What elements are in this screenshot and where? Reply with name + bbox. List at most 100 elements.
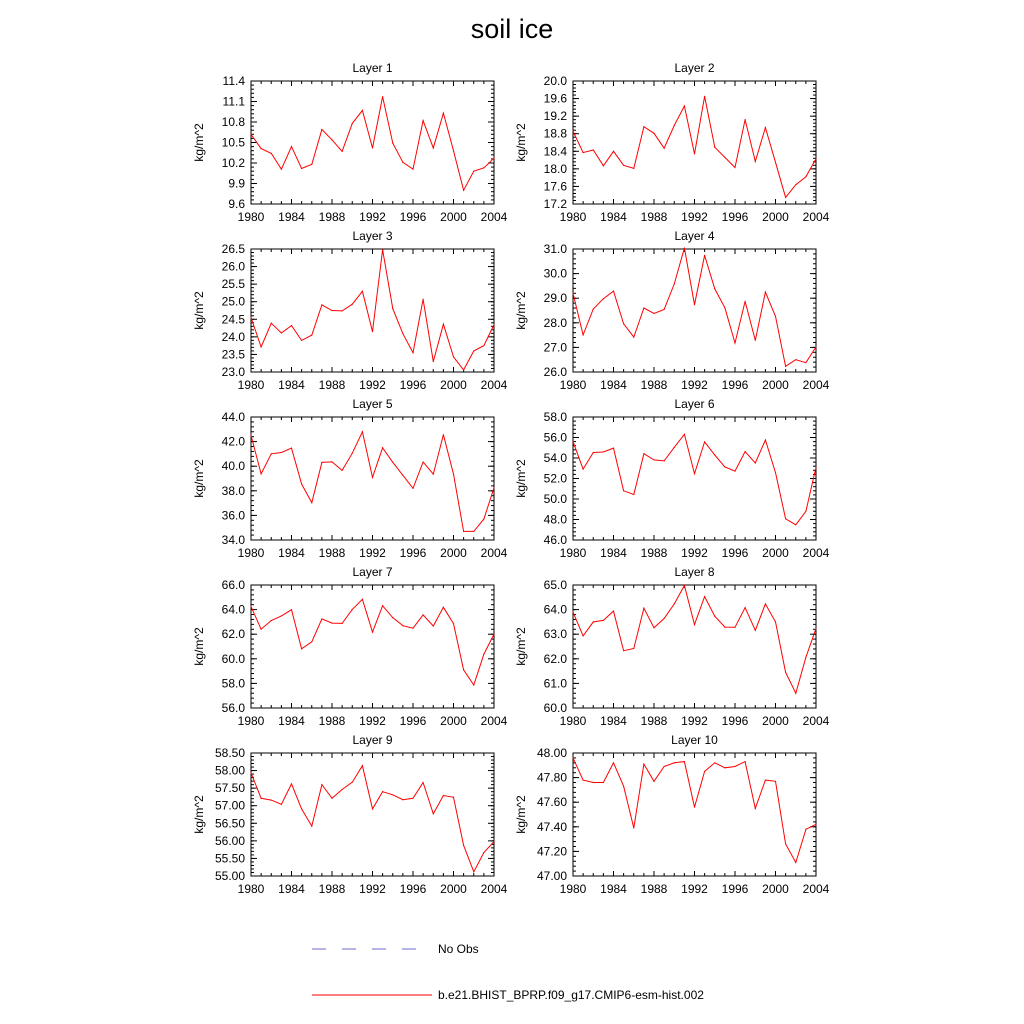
data-point [673,283,675,285]
data-point [331,309,333,312]
plot-frame [572,80,817,205]
data-point [612,290,615,292]
data-point [815,627,817,630]
data-point [754,160,756,162]
chart-panel-7: Layer 7 kg/m^2 1980 1984 1988 1992 1996 2000 200… [192,565,508,728]
data-point [602,619,604,622]
data-point [311,334,313,336]
data-point [693,153,696,155]
y-tick-label: 30.0 [544,267,568,281]
data-point [260,797,262,799]
data-point [623,323,625,325]
data-point [795,184,797,186]
data-point [351,122,353,124]
data-point [442,112,444,114]
x-tick-label: 2000 [762,882,789,896]
data-point [280,332,282,334]
y-tick-label: 56.00 [215,834,245,848]
data-point [704,441,706,443]
data-point [473,530,475,532]
x-tick-label: 1988 [641,546,668,560]
data-point [612,762,615,764]
data-point [463,189,465,191]
data-point [785,518,787,520]
data-point [392,461,394,463]
data-point [463,530,465,532]
data-point [392,308,394,310]
x-tick-label: 1984 [278,210,305,224]
x-tick-label: 1996 [722,210,749,224]
y-tick-label: 25.5 [222,277,246,291]
data-point [361,765,363,767]
y-tick-label: 60.0 [544,701,568,715]
data-point [412,168,414,170]
x-tick-label: 1992 [681,378,708,392]
data-point [592,308,594,310]
y-tick-label: 57.00 [215,799,245,813]
y-tick-label: 55.00 [215,869,245,883]
data-point [402,161,404,163]
data-point [612,610,615,612]
x-tick-label: 2004 [803,714,830,728]
data-point [704,770,706,773]
data-point [341,622,343,624]
y-tick-label: 9.6 [228,197,245,211]
data-point [724,466,726,468]
data-point [270,322,272,324]
y-tick-label: 54.0 [544,451,568,465]
x-tick-label: 1988 [641,378,668,392]
data-point [422,298,424,300]
panel-title: Layer 10 [671,733,718,747]
data-point [714,615,716,617]
y-tick-label: 26.0 [222,260,246,274]
x-tick-label: 1996 [722,378,749,392]
data-point [290,609,293,611]
data-point [673,124,675,126]
data-point [361,431,363,433]
data-point [612,447,615,449]
y-tick-label: 40.0 [222,459,246,473]
y-tick-label: 58.0 [544,410,568,424]
data-point [805,828,807,830]
data-point [602,781,604,784]
data-point [351,452,353,454]
x-tick-label: 1984 [278,378,305,392]
data-point [633,827,635,829]
y-tick-label: 31.0 [544,242,568,256]
data-point [301,167,303,170]
y-tick-label: 42.0 [222,435,246,449]
x-tick-label: 1992 [359,546,386,560]
data-point [432,360,434,363]
data-point [432,625,434,627]
x-tick-label: 1984 [278,714,305,728]
x-tick-label: 1980 [560,882,587,896]
x-tick-label: 2000 [440,378,467,392]
x-tick-label: 1992 [681,546,708,560]
y-tick-label: 25.0 [222,295,246,309]
data-point [442,794,444,797]
data-point [663,308,665,311]
data-point [412,352,414,354]
data-point [290,783,293,785]
data-point [493,157,495,159]
data-point [402,333,404,335]
y-tick-label: 18.8 [544,127,568,141]
data-point [452,356,455,358]
y-tick-label: 64.0 [222,603,246,617]
y-tick-label: 11.1 [223,95,246,109]
data-point [704,595,706,598]
y-tick-label: 11.4 [223,74,246,88]
data-point [250,434,252,436]
legend-model-label: b.e21.BHIST_BPRP.f09_g17.CMIP6-esm-hist.… [438,988,704,1002]
data-point [311,825,313,827]
y-tick-label: 10.2 [222,156,246,170]
data-point [361,109,363,111]
x-tick-label: 1988 [319,378,346,392]
data-point [452,150,455,152]
data-point [623,164,625,166]
data-point [483,851,485,854]
data-point [382,791,384,793]
y-tick-label: 36.0 [222,508,246,522]
data-point [754,339,756,341]
x-tick-label: 1992 [359,210,386,224]
